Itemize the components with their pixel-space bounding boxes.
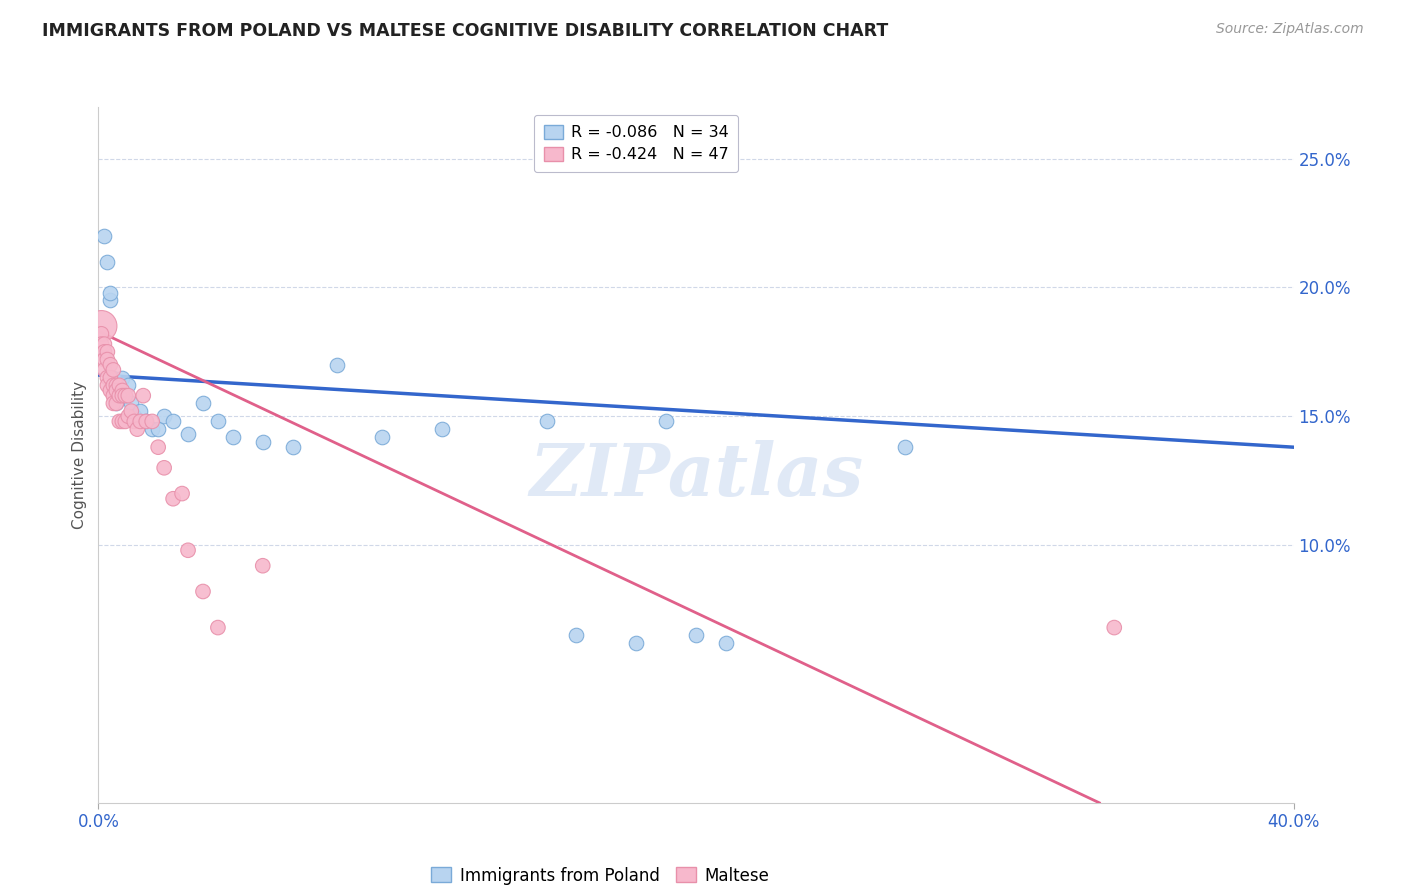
- Point: [252, 558, 274, 573]
- Point: [111, 389, 134, 403]
- Point: [111, 384, 134, 398]
- Point: [103, 389, 125, 403]
- Point: [141, 422, 163, 436]
- Point: [114, 389, 136, 403]
- Point: [96, 378, 118, 392]
- Point: [135, 414, 157, 428]
- Point: [90, 326, 112, 341]
- Point: [105, 396, 128, 410]
- Point: [135, 414, 157, 428]
- Point: [105, 396, 128, 410]
- Point: [191, 584, 214, 599]
- Point: [177, 427, 200, 442]
- Point: [127, 422, 149, 436]
- Point: [103, 378, 125, 392]
- Point: [111, 370, 134, 384]
- Legend: Immigrants from Poland, Maltese: Immigrants from Poland, Maltese: [425, 860, 776, 891]
- Point: [177, 543, 200, 558]
- Point: [148, 422, 170, 436]
- Point: [108, 389, 131, 403]
- Point: [93, 352, 115, 367]
- Point: [103, 363, 125, 377]
- Point: [111, 414, 134, 428]
- Point: [93, 337, 115, 351]
- Point: [117, 378, 139, 392]
- Point: [162, 491, 184, 506]
- Point: [685, 628, 707, 642]
- Point: [120, 396, 142, 410]
- Point: [90, 337, 112, 351]
- Point: [129, 404, 152, 418]
- Point: [105, 378, 128, 392]
- Point: [207, 621, 229, 635]
- Point: [96, 344, 118, 359]
- Point: [124, 409, 146, 424]
- Point: [148, 440, 170, 454]
- Point: [626, 636, 648, 650]
- Point: [124, 414, 146, 428]
- Point: [117, 409, 139, 424]
- Point: [894, 440, 917, 454]
- Point: [207, 414, 229, 428]
- Point: [430, 422, 453, 436]
- Point: [172, 486, 194, 500]
- Point: [90, 319, 112, 334]
- Point: [536, 414, 558, 428]
- Point: [326, 358, 349, 372]
- Point: [191, 396, 214, 410]
- Point: [714, 636, 737, 650]
- Point: [105, 384, 128, 398]
- Text: Source: ZipAtlas.com: Source: ZipAtlas.com: [1216, 22, 1364, 37]
- Point: [114, 414, 136, 428]
- Point: [96, 370, 118, 384]
- Point: [222, 430, 245, 444]
- Point: [114, 389, 136, 403]
- Point: [162, 414, 184, 428]
- Point: [252, 435, 274, 450]
- Point: [108, 378, 131, 392]
- Point: [120, 404, 142, 418]
- Point: [103, 396, 125, 410]
- Point: [100, 384, 122, 398]
- Point: [141, 414, 163, 428]
- Point: [100, 285, 122, 300]
- Point: [371, 430, 394, 444]
- Point: [100, 358, 122, 372]
- Point: [117, 389, 139, 403]
- Point: [108, 414, 131, 428]
- Point: [96, 254, 118, 268]
- Point: [108, 384, 131, 398]
- Point: [129, 414, 152, 428]
- Point: [100, 293, 122, 308]
- Point: [655, 414, 678, 428]
- Point: [153, 409, 176, 424]
- Text: ZIPatlas: ZIPatlas: [529, 441, 863, 511]
- Point: [153, 460, 176, 475]
- Point: [565, 628, 588, 642]
- Point: [132, 389, 155, 403]
- Y-axis label: Cognitive Disability: Cognitive Disability: [72, 381, 87, 529]
- Point: [1104, 621, 1126, 635]
- Point: [93, 363, 115, 377]
- Point: [103, 370, 125, 384]
- Point: [96, 352, 118, 367]
- Point: [281, 440, 304, 454]
- Text: IMMIGRANTS FROM POLAND VS MALTESE COGNITIVE DISABILITY CORRELATION CHART: IMMIGRANTS FROM POLAND VS MALTESE COGNIT…: [42, 22, 889, 40]
- Point: [100, 370, 122, 384]
- Point: [93, 228, 115, 243]
- Point: [93, 344, 115, 359]
